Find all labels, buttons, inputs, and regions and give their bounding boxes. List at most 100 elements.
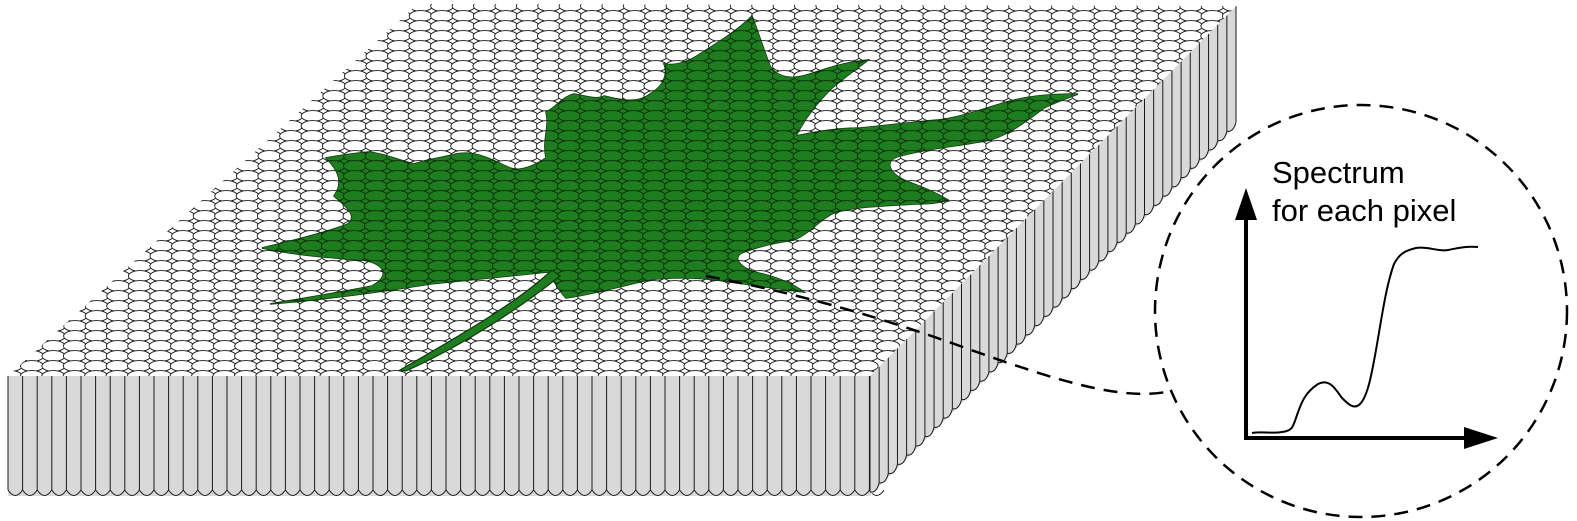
pixel-ellipse [213, 250, 238, 262]
pixel-ellipse [533, 360, 558, 372]
pixel-ellipse [857, 30, 882, 42]
pixel-ellipse [556, 210, 581, 222]
pixel-ellipse [149, 270, 174, 282]
pixel-ellipse [578, 160, 603, 172]
pixel-ellipse [876, 280, 901, 292]
pixel-ellipse [278, 200, 303, 212]
pixel-ellipse [1007, 60, 1032, 72]
pixel-ellipse [705, 340, 729, 352]
pixel-ellipse [470, 250, 495, 262]
pixel-ellipse [811, 370, 836, 376]
pixel-ellipse [790, 310, 815, 322]
pixel-ellipse [515, 70, 540, 82]
pixel-ellipse [964, 40, 989, 52]
pixel-ellipse [683, 310, 708, 322]
pixel-ellipse [962, 250, 987, 262]
pixel-ellipse [41, 360, 66, 372]
pixel-ellipse [342, 260, 366, 272]
pixel-ellipse [833, 290, 858, 302]
pixel-ellipse [214, 160, 239, 172]
pixel-ellipse [1028, 50, 1053, 62]
pixel-ellipse [749, 150, 774, 162]
pixel-ellipse [148, 320, 173, 332]
pixel-column-base [649, 489, 666, 496]
pixel-ellipse [579, 40, 604, 52]
pixel-ellipse [556, 200, 581, 212]
pixel-ellipse [493, 110, 518, 122]
pixel-ellipse [406, 240, 431, 252]
pixel-ellipse [341, 320, 366, 332]
pixel-ellipse [387, 10, 412, 22]
pixel-ellipse [1114, 80, 1139, 92]
pixel-ellipse [0, 361, 1, 372]
pixel-ellipse [619, 290, 644, 302]
pixel-ellipse [622, 40, 647, 52]
pixel-ellipse [235, 260, 259, 272]
pixel-ellipse [192, 190, 217, 202]
pixel-ellipse [149, 280, 174, 292]
pixel-ellipse [450, 90, 475, 102]
pixel-ellipse [513, 260, 538, 272]
pixel-ellipse [1178, 30, 1203, 42]
pixel-ellipse [8, 360, 23, 372]
pixel-ellipse [277, 340, 301, 352]
pixel-ellipse [727, 220, 752, 232]
pixel-ellipse [322, 50, 347, 62]
pixel-ellipse [363, 220, 388, 232]
pixel-ellipse [664, 130, 689, 142]
pixel-ellipse [665, 10, 690, 22]
pixel-ellipse [621, 150, 646, 162]
pixel-ellipse [1050, 4, 1075, 12]
pixel-ellipse [191, 370, 216, 376]
pixel-ellipse [619, 330, 644, 342]
pixel-ellipse [620, 200, 645, 212]
pixel-ellipse [279, 120, 304, 132]
pixel-ellipse [493, 130, 518, 142]
pixel-column-base [241, 489, 257, 496]
pixel-ellipse [640, 330, 665, 342]
pixel-ellipse [1029, 20, 1054, 32]
pixel-ellipse [814, 130, 839, 142]
pixel-ellipse [578, 180, 603, 192]
pixel-ellipse [943, 20, 968, 32]
spectrum-curve [1251, 245, 1479, 434]
pixel-ellipse [899, 160, 924, 172]
pixel-ellipse [364, 180, 389, 192]
pixel-ellipse [513, 210, 538, 222]
pixel-ellipse [598, 310, 623, 322]
pixel-ellipse [943, 30, 968, 42]
pixel-ellipse [642, 180, 667, 192]
pixel-ellipse [406, 270, 431, 282]
pixel-ellipse [1114, 20, 1139, 32]
pixel-ellipse [858, 10, 883, 22]
pixel-ellipse [769, 320, 794, 332]
pixel-ellipse [599, 240, 623, 252]
pixel-ellipse [149, 290, 174, 302]
pixel-ellipse [707, 90, 732, 102]
pixel-ellipse [20, 340, 45, 352]
pixel-ellipse [535, 160, 560, 172]
pixel-ellipse [813, 190, 838, 202]
pixel-ellipse [601, 30, 626, 42]
pixel-ellipse [322, 40, 347, 52]
pixel-ellipse [920, 230, 945, 242]
pixel-ellipse [20, 330, 45, 342]
pixel-ellipse [364, 140, 389, 152]
pixel-ellipse [84, 350, 109, 362]
pixel-ellipse [920, 210, 945, 222]
pixel-ellipse [941, 200, 966, 212]
pixel-ellipse [256, 220, 281, 232]
pixel-ellipse [812, 260, 837, 272]
pixel-ellipse [128, 240, 153, 252]
pixel-ellipse [834, 250, 859, 262]
pixel-ellipse [1092, 100, 1117, 112]
pixel-ellipse [598, 260, 623, 272]
pixel-ellipse [621, 140, 646, 152]
pixel-ellipse [0, 371, 1, 382]
pixel-column-base [979, 371, 990, 382]
pixel-ellipse [385, 230, 410, 242]
pixel-ellipse [621, 180, 645, 192]
pixel-ellipse [385, 240, 409, 252]
pixel-ellipse [662, 340, 687, 352]
pixel-ellipse [835, 90, 860, 102]
